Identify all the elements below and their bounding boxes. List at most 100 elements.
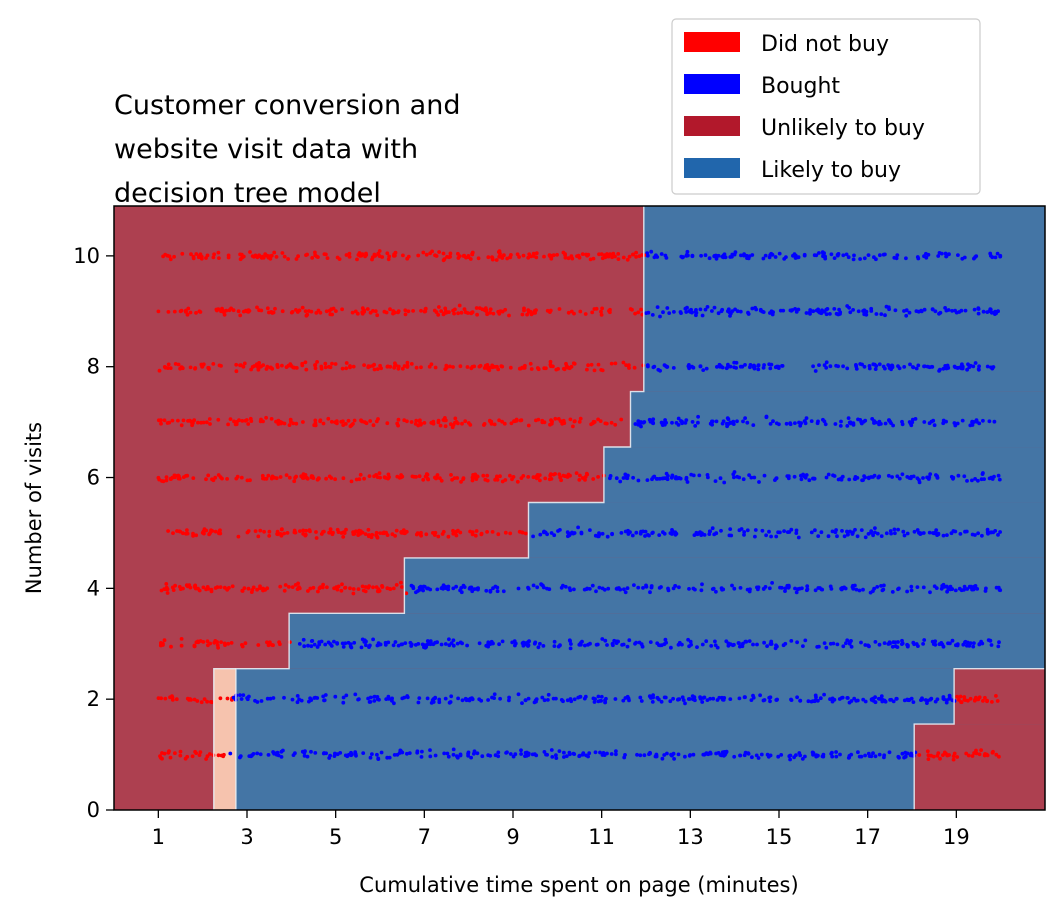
point-bought <box>295 700 300 705</box>
point-did-not-buy <box>253 529 258 533</box>
point-bought <box>593 750 598 755</box>
point-bought <box>840 474 845 479</box>
point-did-not-buy <box>344 361 349 365</box>
point-bought <box>648 419 653 424</box>
point-did-not-buy <box>318 310 323 315</box>
point-did-not-buy <box>222 312 227 317</box>
point-did-not-buy <box>206 473 211 478</box>
point-bought <box>851 530 855 535</box>
point-bought <box>915 255 920 259</box>
point-bought <box>915 528 920 532</box>
point-bought <box>323 642 328 647</box>
point-bought <box>886 473 891 478</box>
point-bought <box>443 696 448 701</box>
point-bought <box>623 590 628 595</box>
point-bought <box>958 532 963 536</box>
point-did-not-buy <box>325 585 329 590</box>
point-bought <box>822 363 827 368</box>
point-bought <box>714 419 719 424</box>
point-did-not-buy <box>523 531 528 536</box>
point-bought <box>564 754 569 758</box>
point-bought <box>789 527 794 532</box>
point-did-not-buy <box>611 251 616 256</box>
point-bought <box>824 307 829 312</box>
point-bought <box>715 645 720 650</box>
point-bought <box>676 697 681 702</box>
point-bought <box>290 697 295 702</box>
point-bought <box>603 698 607 703</box>
point-bought <box>932 531 936 536</box>
point-bought <box>665 751 669 756</box>
point-bought <box>718 364 722 369</box>
point-bought <box>881 252 886 257</box>
point-bought <box>897 366 902 371</box>
point-did-not-buy <box>172 254 177 259</box>
point-did-not-buy <box>237 418 241 423</box>
point-bought <box>972 641 976 645</box>
point-bought <box>882 583 886 588</box>
point-bought <box>348 642 353 647</box>
point-bought <box>710 419 715 424</box>
point-bought <box>963 639 968 644</box>
point-bought <box>321 694 326 699</box>
point-bought <box>927 475 932 480</box>
point-bought <box>391 643 396 648</box>
point-did-not-buy <box>443 309 448 314</box>
point-bought <box>779 753 784 757</box>
point-did-not-buy <box>270 475 274 480</box>
point-bought <box>372 694 377 699</box>
point-bought <box>774 534 779 539</box>
point-did-not-buy <box>526 423 531 428</box>
point-did-not-buy <box>457 254 462 258</box>
point-bought <box>668 531 673 535</box>
point-did-not-buy <box>433 365 438 370</box>
point-did-not-buy <box>185 531 190 536</box>
point-did-not-buy <box>280 309 285 314</box>
point-did-not-buy <box>451 365 455 369</box>
point-bought <box>557 749 562 753</box>
point-did-not-buy <box>457 303 462 308</box>
point-did-not-buy <box>448 364 452 369</box>
point-did-not-buy <box>404 591 409 596</box>
point-did-not-buy <box>347 251 352 256</box>
point-bought <box>680 255 685 260</box>
point-bought <box>447 637 451 642</box>
point-bought <box>255 751 260 756</box>
point-bought <box>753 534 757 539</box>
point-did-not-buy <box>951 757 956 762</box>
point-bought <box>737 696 742 701</box>
point-bought <box>959 588 964 593</box>
point-bought <box>600 586 605 591</box>
point-bought <box>988 530 993 535</box>
point-did-not-buy <box>293 530 298 535</box>
point-did-not-buy <box>451 423 456 427</box>
point-did-not-buy <box>226 641 231 646</box>
point-bought <box>973 477 977 481</box>
point-bought <box>750 253 755 257</box>
y-tick-label: 8 <box>87 355 100 379</box>
point-bought <box>422 645 426 650</box>
point-bought <box>459 590 464 595</box>
point-bought <box>946 586 951 591</box>
point-bought <box>905 475 910 479</box>
point-bought <box>719 753 724 758</box>
point-bought <box>645 251 650 256</box>
point-did-not-buy <box>177 584 182 589</box>
point-bought <box>594 642 599 647</box>
point-did-not-buy <box>580 476 585 480</box>
y-tick-label: 6 <box>87 466 100 490</box>
point-did-not-buy <box>235 474 240 479</box>
point-did-not-buy <box>363 585 368 589</box>
point-did-not-buy <box>162 365 167 369</box>
point-bought <box>609 752 614 756</box>
point-did-not-buy <box>348 364 352 368</box>
point-bought <box>872 586 876 591</box>
point-did-not-buy <box>269 417 274 421</box>
point-bought <box>451 586 456 591</box>
point-did-not-buy <box>333 477 337 482</box>
point-bought <box>838 424 843 428</box>
point-did-not-buy <box>917 753 922 757</box>
point-did-not-buy <box>336 530 341 534</box>
point-did-not-buy <box>234 362 239 367</box>
point-did-not-buy <box>485 363 490 367</box>
